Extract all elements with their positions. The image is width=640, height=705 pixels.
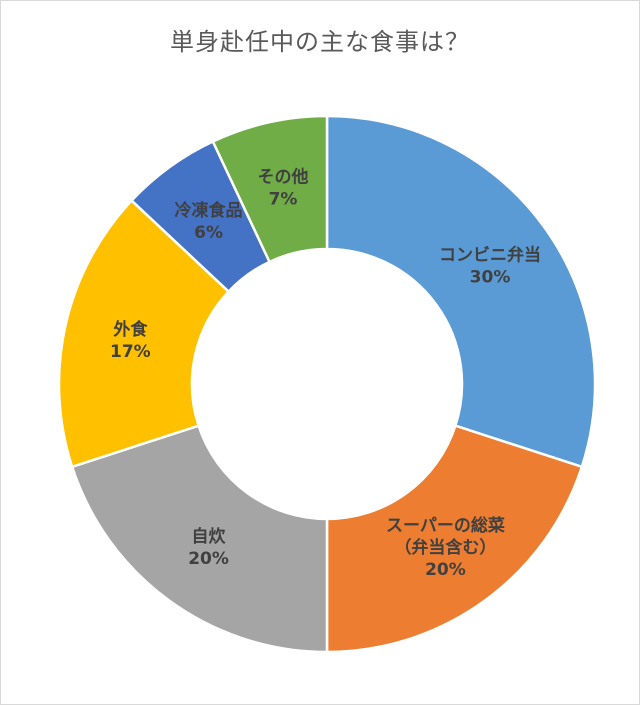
slice-eating-out [57, 198, 231, 469]
slice-convenience [325, 114, 597, 469]
slice-label-line: （弁当含む） [394, 537, 496, 558]
slice-label-line: 17% [110, 342, 151, 362]
chart-title: 単身赴任中の主な食事は？ [170, 28, 470, 56]
slice-label-line: 7% [269, 189, 298, 209]
slice-supermarket [325, 424, 584, 654]
slice-label-eating-out: 外食 17% [110, 319, 151, 362]
slice-label-line: 20% [188, 549, 229, 569]
slice-label-line: 外食 [113, 319, 148, 340]
slice-label-line: 自炊 [192, 526, 227, 547]
slice-label-line: 30% [470, 268, 511, 288]
slice-label-line: 20% [425, 560, 466, 580]
slice-label-line: スーパーの総菜 [386, 515, 506, 536]
slice-label-home-cooking: 自炊 20% [188, 526, 229, 569]
slice-label-line: 冷凍食品 [175, 200, 243, 221]
slice-label-frozen-food: 冷凍食品 6% [175, 200, 243, 243]
slice-label-line: その他 [258, 166, 309, 187]
slice-label-line: コンビニ弁当 [439, 245, 541, 266]
slice-home-cooking [70, 424, 329, 654]
slice-label-convenience: コンビニ弁当 30% [439, 245, 541, 288]
slice-label-line: 6% [194, 223, 223, 243]
slice-label-supermarket: スーパーの総菜（弁当含む） 20% [386, 515, 506, 580]
slice-other [211, 114, 329, 264]
slice-label-other: その他 7% [258, 166, 309, 209]
